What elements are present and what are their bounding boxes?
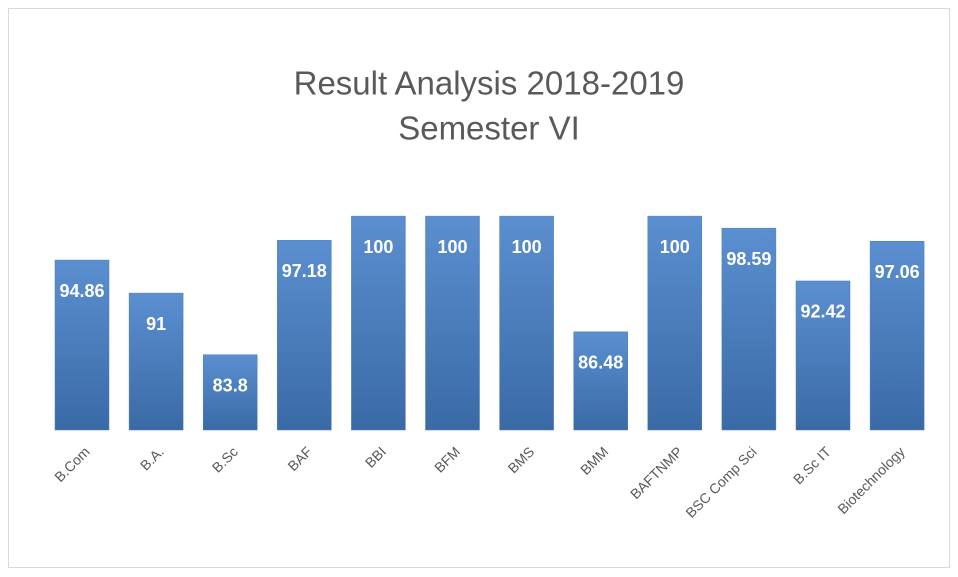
data-label: 92.42 <box>800 302 845 322</box>
bar <box>425 215 480 431</box>
bar <box>573 331 628 431</box>
data-label: 97.18 <box>282 261 327 281</box>
bar <box>647 215 703 431</box>
data-label: 86.48 <box>578 353 623 373</box>
bar <box>351 215 406 431</box>
data-label: 98.59 <box>726 249 771 269</box>
data-label: 100 <box>660 237 690 257</box>
chart-title: Result Analysis 2018-2019 <box>294 65 685 102</box>
bar <box>721 227 777 431</box>
data-label: 100 <box>437 237 467 257</box>
bar <box>795 280 851 431</box>
data-label: 100 <box>363 237 393 257</box>
data-label: 100 <box>512 237 542 257</box>
data-label: 97.06 <box>875 262 920 282</box>
bar <box>869 241 925 431</box>
bar <box>499 215 554 431</box>
data-label: 83.8 <box>213 375 248 395</box>
bar <box>202 354 258 431</box>
chart-subtitle: Semester VI <box>398 110 580 147</box>
data-label: 91 <box>146 314 166 334</box>
bar <box>54 259 110 431</box>
bar <box>277 239 332 431</box>
bar <box>128 292 184 431</box>
data-label: 94.86 <box>59 281 104 301</box>
